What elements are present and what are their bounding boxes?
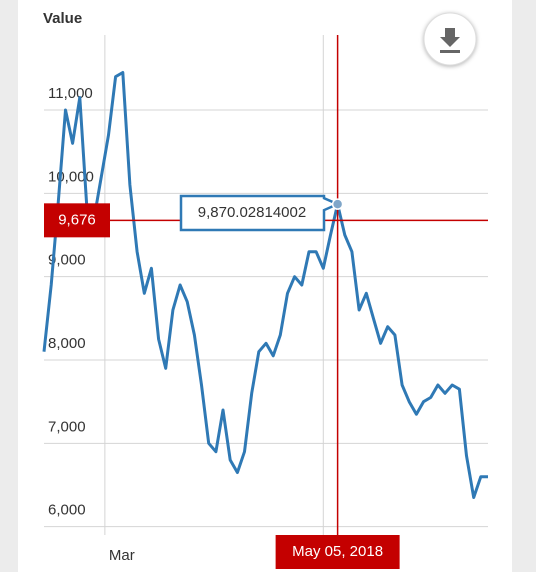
crosshair-y-label: 9,676: [58, 211, 96, 228]
download-button[interactable]: [423, 12, 477, 66]
download-icon: [440, 28, 460, 53]
y-tick-label: 8,000: [48, 335, 86, 352]
card: [18, 0, 512, 572]
highlight-point: [331, 198, 344, 210]
chart-title: Value: [43, 10, 82, 27]
y-tick-label: 6,000: [48, 502, 86, 519]
crosshair-y-box: [44, 203, 110, 238]
tooltip-label: 9,870.02814002: [198, 204, 306, 221]
series-line: [42, 71, 488, 499]
crosshair-x-label: May 05, 2018: [292, 543, 383, 560]
crosshair-x-box: [275, 535, 400, 569]
y-tick-label: 7,000: [48, 418, 86, 435]
y-tick-label: 11,000: [48, 85, 93, 102]
y-tick-label: 9,000: [48, 252, 86, 269]
tooltip-box: [179, 194, 341, 232]
x-tick-label: Mar: [109, 547, 135, 564]
y-tick-label: 10,000: [48, 168, 94, 185]
